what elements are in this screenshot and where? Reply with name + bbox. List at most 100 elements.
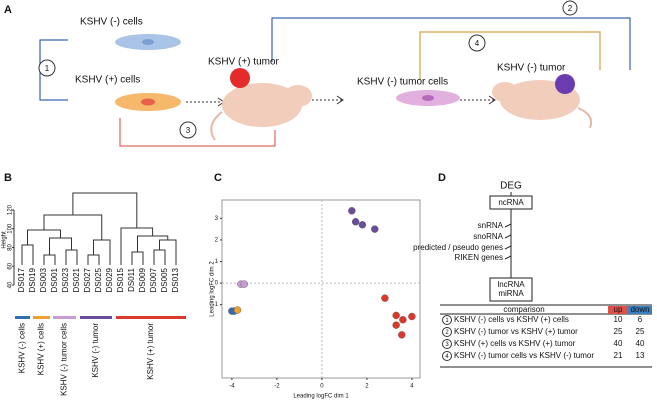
caption: KSHV (-) tumor [497, 63, 566, 74]
x-tick-label: 4 [410, 384, 414, 390]
box-label: miRNA [498, 289, 524, 298]
point [358, 221, 367, 229]
y-tick-label: 3 [215, 216, 219, 222]
step-circle [442, 315, 452, 325]
nucleus [142, 39, 154, 45]
y-tick-label: 60 [8, 262, 14, 269]
leaf-label: DS019 [28, 267, 37, 292]
x-tick-label: -2 [274, 384, 280, 390]
leaf-label: DS015 [116, 267, 125, 292]
table-header: comparison [503, 305, 544, 314]
comparison: KSHV (-) tumor vs KSHV (+) tumor [454, 327, 578, 336]
leaf-label: DS003 [39, 267, 48, 292]
step-circle [442, 339, 452, 349]
point [381, 294, 389, 302]
line-4 [419, 31, 601, 80]
y-tick-label: -1 [213, 302, 219, 308]
y-tick-label: 2 [215, 237, 219, 243]
table-header: down [630, 305, 649, 314]
line-3 [119, 118, 276, 147]
group-label: KSHV (-) tumor cells [60, 323, 69, 396]
step-number: 3 [445, 342, 449, 348]
leaf-label: DS011 [127, 267, 136, 291]
plot-frame [221, 199, 421, 379]
point [233, 306, 242, 314]
y-tick-label: 80 [8, 244, 14, 251]
group-bar [80, 316, 112, 319]
leaf-label: DS021 [72, 267, 81, 292]
point [392, 311, 400, 320]
group-label: KSHV (+) cells [37, 323, 46, 375]
down-count: 6 [638, 315, 643, 324]
comparison: KSHV (-) tumor cells vs KSHV (-) tumor [454, 351, 594, 360]
ncrna-item: RIKEN genes [455, 253, 503, 262]
point [399, 316, 407, 324]
group-label: KSHV (-) cells [18, 323, 27, 373]
step-number: 2 [445, 330, 449, 336]
ncrna-item: predicted / pseudo genes [413, 243, 503, 252]
y-axis-label: Leading logFC dim 2 [210, 261, 216, 317]
panel-label: B [4, 172, 12, 184]
down-count: 40 [636, 339, 645, 348]
step-circle [442, 327, 452, 337]
ncrna-item: snoRNA [473, 232, 503, 241]
up-count: 10 [614, 315, 623, 324]
table-header: up [614, 305, 623, 314]
up-header-bg [608, 306, 628, 314]
up-count: 21 [614, 351, 623, 360]
line-2 [271, 17, 631, 70]
leaf-label: DS017 [17, 267, 26, 292]
down-header-bg [628, 306, 652, 314]
caption: KSHV (-) tumor cells [357, 77, 448, 88]
step-circles [38, 0, 578, 139]
panel-label: D [438, 172, 446, 184]
mouse-positive [210, 68, 312, 141]
panel-a-drawing [38, 0, 631, 147]
step-number: 1 [445, 318, 449, 324]
step-number: 2 [568, 4, 573, 13]
nucleus [141, 98, 155, 106]
nucleus [422, 95, 434, 101]
group-bar [33, 316, 50, 319]
step-circle [442, 351, 452, 361]
leaf-label: DS005 [160, 267, 169, 292]
step-number: 4 [475, 39, 480, 48]
caption: KSHV (-) cells [80, 17, 143, 28]
x-tick-label: 0 [320, 384, 324, 390]
group-bar [53, 316, 76, 319]
point [351, 218, 360, 226]
leaf-label: DS009 [138, 267, 147, 292]
ncrna-item: snRNA [478, 221, 504, 230]
step-number: 4 [445, 354, 449, 360]
point [408, 312, 416, 321]
arrows [186, 99, 495, 103]
down-count: 13 [636, 351, 645, 360]
y-tick-label: 1 [215, 259, 219, 265]
panel-label: C [214, 172, 222, 184]
x-tick-label: 2 [365, 384, 369, 390]
leaf-label: DS013 [171, 267, 180, 292]
y-tick-label: 120 [8, 204, 14, 215]
group-bar [15, 316, 30, 319]
dendrogram [21, 192, 177, 265]
caption: KSHV (+) cells [75, 75, 140, 86]
mouse-negative [492, 74, 593, 129]
step-number: 1 [45, 64, 50, 73]
point [398, 331, 406, 339]
leaf-label: DS007 [149, 267, 158, 292]
caption: KSHV (+) tumor [208, 57, 280, 68]
y-tick-label: 40 [8, 281, 14, 288]
box-label: lncRNA [497, 280, 525, 289]
leaf-label: DS027 [83, 267, 92, 292]
point [348, 207, 356, 215]
point [371, 225, 379, 233]
point [392, 321, 400, 329]
leaf-label: DS025 [94, 267, 103, 292]
up-count: 40 [614, 339, 623, 348]
point [240, 280, 248, 288]
up-count: 25 [614, 327, 623, 336]
step-number: 3 [186, 126, 191, 135]
panel-label: A [4, 4, 12, 16]
comparison: KSHV (-) cells vs KSHV (+) cells [454, 315, 569, 324]
